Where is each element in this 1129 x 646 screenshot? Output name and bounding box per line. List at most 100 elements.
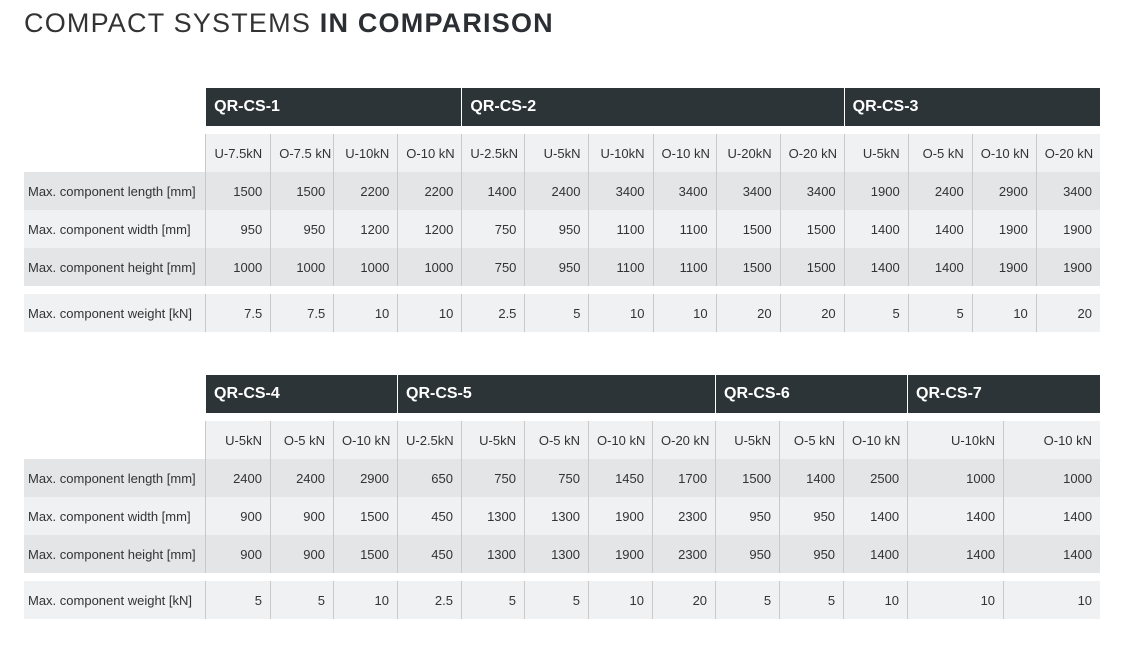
page-title-light: COMPACT SYSTEMS: [24, 8, 320, 38]
value-cell: 3400: [588, 172, 653, 210]
value-cell: 2200: [333, 172, 398, 210]
value-cell: 1000: [397, 248, 462, 286]
value-cell: 1000: [1003, 459, 1101, 497]
value-cell: 1400: [843, 248, 908, 286]
value-cell: 1000: [270, 248, 334, 286]
value-cell: 5: [715, 581, 780, 619]
value-cell: 750: [461, 459, 524, 497]
row-label: Max. component weight [kN]: [24, 581, 205, 619]
value-cell: 1400: [843, 497, 908, 535]
value-cell: 950: [205, 210, 271, 248]
value-cell: 1400: [907, 497, 1004, 535]
variant-header: O-10 kN: [843, 421, 908, 459]
model-header: QR-CS-5: [397, 375, 716, 413]
value-cell: 10: [333, 294, 398, 332]
value-cell: 5: [907, 294, 972, 332]
model-header-row: QR-CS-4 QR-CS-5 QR-CS-6 QR-CS-7: [24, 375, 1101, 413]
value-cell: 7.5: [270, 294, 334, 332]
value-cell: 2300: [652, 497, 716, 535]
page-title-bold: IN COMPARISON: [319, 8, 554, 38]
comparison-table-1: QR-CS-1 QR-CS-2 QR-CS-3 U-7.5kN O-7.5 kN…: [24, 88, 1100, 332]
value-cell: 1500: [715, 210, 780, 248]
value-cell: 1900: [843, 172, 908, 210]
value-cell: 2400: [270, 459, 333, 497]
variant-header: O-20 kN: [652, 421, 716, 459]
value-cell: 3400: [779, 172, 844, 210]
value-cell: 10: [333, 581, 397, 619]
value-cell: 2200: [397, 172, 462, 210]
value-cell: 950: [715, 497, 780, 535]
variant-header: U-2.5kN: [397, 421, 461, 459]
value-cell: 3400: [715, 172, 780, 210]
value-cell: 20: [1035, 294, 1100, 332]
value-cell: 2.5: [461, 294, 525, 332]
value-cell: 950: [779, 535, 844, 573]
value-cell: 900: [205, 535, 270, 573]
value-cell: 1400: [1003, 497, 1101, 535]
value-cell: 20: [715, 294, 780, 332]
corner-cell: [24, 88, 205, 126]
model-header: QR-CS-1: [205, 88, 462, 126]
row-label: Max. component weight [kN]: [24, 294, 206, 332]
value-cell: 750: [461, 210, 525, 248]
value-cell: 10: [397, 294, 462, 332]
variant-header: O-7.5 kN: [270, 134, 334, 172]
value-cell: 1400: [461, 172, 525, 210]
page-title: COMPACT SYSTEMS IN COMPARISON: [24, 8, 554, 39]
value-cell: 2900: [971, 172, 1036, 210]
variant-header: O-10 kN: [1003, 421, 1101, 459]
value-cell: 900: [270, 497, 333, 535]
value-cell: 1300: [524, 535, 588, 573]
value-cell: 1900: [1035, 210, 1100, 248]
value-cell: 1900: [971, 248, 1036, 286]
value-cell: 10: [652, 294, 716, 332]
variant-header: O-5 kN: [779, 421, 844, 459]
value-cell: 5: [524, 294, 589, 332]
value-cell: 950: [524, 210, 589, 248]
value-cell: 10: [907, 581, 1004, 619]
model-header: QR-CS-7: [907, 375, 1101, 413]
value-cell: 1400: [779, 459, 844, 497]
value-cell: 1500: [333, 535, 397, 573]
value-cell: 10: [1003, 581, 1101, 619]
value-cell: 950: [779, 497, 844, 535]
variant-row: U-5kN O-5 kN O-10 kN U-2.5kN U-5kN O-5 k…: [24, 421, 1101, 459]
value-cell: 2300: [652, 535, 716, 573]
value-cell: 2400: [907, 172, 972, 210]
model-header: QR-CS-3: [843, 88, 1100, 126]
value-cell: 1300: [524, 497, 588, 535]
value-cell: 950: [524, 248, 589, 286]
weight-row: Max. component weight [kN] 7.5 7.5 10 10…: [24, 294, 1100, 332]
value-cell: 1200: [333, 210, 398, 248]
value-cell: 450: [397, 535, 461, 573]
value-cell: 950: [715, 535, 780, 573]
variant-header: O-10 kN: [588, 421, 652, 459]
model-header-row: QR-CS-1 QR-CS-2 QR-CS-3: [24, 88, 1100, 126]
value-cell: 1000: [907, 459, 1004, 497]
value-cell: 1400: [907, 535, 1004, 573]
value-cell: 1900: [588, 535, 652, 573]
value-cell: 1000: [205, 248, 271, 286]
value-cell: 3400: [652, 172, 716, 210]
corner-cell: [24, 421, 205, 459]
value-cell: 1900: [1035, 248, 1100, 286]
variant-header: O-5 kN: [524, 421, 588, 459]
length-row: Max. component length [mm] 1500 1500 220…: [24, 172, 1100, 210]
variant-header: U-5kN: [461, 421, 524, 459]
variant-header: U-5kN: [524, 134, 589, 172]
value-cell: 1500: [205, 172, 271, 210]
variant-header: U-10kN: [907, 421, 1004, 459]
variant-header: U-10kN: [588, 134, 653, 172]
value-cell: 950: [270, 210, 334, 248]
value-cell: 10: [588, 581, 652, 619]
value-cell: 1500: [333, 497, 397, 535]
variant-header: U-5kN: [205, 421, 270, 459]
value-cell: 20: [652, 581, 716, 619]
model-header: QR-CS-6: [715, 375, 908, 413]
value-cell: 750: [524, 459, 588, 497]
value-cell: 450: [397, 497, 461, 535]
value-cell: 750: [461, 248, 525, 286]
height-row: Max. component height [mm] 1000 1000 100…: [24, 248, 1100, 286]
value-cell: 10: [843, 581, 908, 619]
variant-row: U-7.5kN O-7.5 kN U-10kN O-10 kN U-2.5kN …: [24, 134, 1100, 172]
